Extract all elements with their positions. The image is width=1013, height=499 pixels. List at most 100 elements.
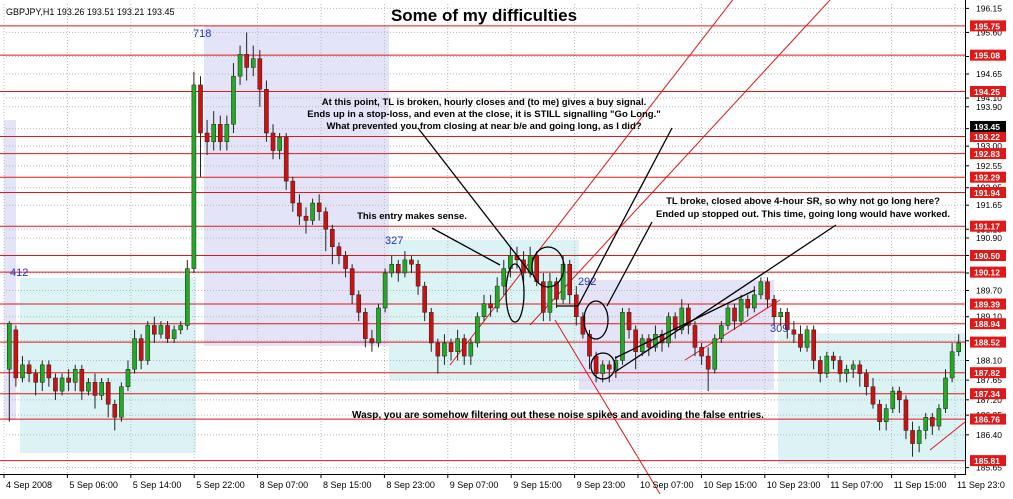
candle-bull <box>442 342 447 357</box>
candle-bear <box>270 132 276 151</box>
time-tick-label: 11 Sep 15:00 <box>894 480 947 490</box>
candle-bear <box>705 355 711 370</box>
zone-label-412: 412 <box>10 267 28 279</box>
candle-bull <box>824 355 830 374</box>
price-level-box <box>970 220 1006 232</box>
candle-bear <box>837 360 843 374</box>
candle-bull <box>475 316 480 344</box>
candle-bull <box>224 124 230 143</box>
candle-bear <box>903 399 909 431</box>
candle-bull <box>145 325 151 361</box>
price-tick-label: 193.90 <box>976 102 1002 112</box>
price-tick-label: 194.65 <box>976 69 1002 79</box>
price-level-label: 194.25 <box>974 87 1000 97</box>
candle-bear <box>811 329 816 361</box>
candle-bear <box>784 312 790 331</box>
candle-bull <box>59 377 65 392</box>
candle-bull <box>752 294 757 309</box>
candle-bull <box>844 368 849 374</box>
time-tick-label: 10 Sep 15:00 <box>703 480 757 490</box>
time-tick-label: 11 Sep 07:00 <box>830 480 883 490</box>
candle-bear <box>422 285 427 313</box>
candle-bull <box>39 364 45 383</box>
candle-bear <box>349 268 355 296</box>
trendline-red-down <box>554 319 661 495</box>
price-level-label: 185.81 <box>974 456 1000 466</box>
candle-bear <box>297 202 302 217</box>
candle-bull <box>679 307 685 331</box>
current-price-box <box>970 120 1006 132</box>
time-tick-label: 8 Sep 23:00 <box>386 480 435 490</box>
candle-bear <box>257 58 263 90</box>
pointer-line-7 <box>614 289 756 359</box>
time-tick-label: 9 Sep 15:00 <box>513 480 562 490</box>
right-note-line-2: Ended up stopped out. This time, going l… <box>656 209 950 220</box>
candle-bull <box>211 124 216 143</box>
candle-bull <box>20 364 25 379</box>
candle-bull <box>778 312 783 317</box>
candle-bull <box>738 298 744 322</box>
candle-bear <box>66 377 71 383</box>
candle-bear <box>264 89 269 134</box>
price-tick-label: 190.90 <box>976 233 1002 243</box>
candle-bull <box>376 307 381 344</box>
price-tick-label: 196.15 <box>976 3 1002 13</box>
annotation-shapes-layer <box>417 127 837 380</box>
pointer-line-5 <box>606 221 653 307</box>
zone-label-292: 292 <box>578 276 596 288</box>
circle-annotation-3 <box>583 300 609 340</box>
candle-bear <box>587 333 592 357</box>
bottom-note: Wasp, you are somehow filtering out thes… <box>352 410 764 421</box>
candle-bear <box>461 338 467 357</box>
candle-bear <box>745 298 751 309</box>
time-tick-label: 10 Sep 07:00 <box>640 480 694 490</box>
price-tick-label: 186.40 <box>976 430 1002 440</box>
candle-bull <box>494 285 500 309</box>
candle-bull <box>883 408 889 422</box>
price-level-box <box>970 171 1006 183</box>
candle-bull <box>943 377 948 409</box>
candle-bear <box>633 329 638 352</box>
candle-bear <box>626 312 632 331</box>
zone-label-309: 309 <box>770 323 788 335</box>
candle-bear <box>798 333 803 348</box>
candle-bull <box>936 408 942 427</box>
candle-bull <box>402 259 408 274</box>
time-tick-label: 11 Sep 23:0 <box>957 480 1005 490</box>
candle-bull <box>725 307 731 326</box>
candle-bull <box>804 329 810 348</box>
time-tick-label: 5 Sep 22:00 <box>196 480 245 490</box>
candle-bull <box>389 263 394 274</box>
price-level-box <box>970 336 1006 348</box>
candle-bear <box>152 325 157 335</box>
price-level-box <box>970 266 1006 278</box>
candle-bull <box>231 75 236 125</box>
candle-bear <box>138 338 144 361</box>
candle-bear <box>732 307 737 322</box>
price-tick-label: 187.20 <box>976 395 1002 405</box>
candle-bull <box>7 323 12 370</box>
candle-bear <box>303 215 309 221</box>
top-note-line-3: What prevented you from closing at near … <box>326 121 641 132</box>
candle-bull <box>916 430 922 444</box>
price-level-box <box>970 148 1006 160</box>
candle-bull <box>560 263 566 300</box>
price-level-label: 188.94 <box>974 319 1000 329</box>
price-level-box <box>970 318 1006 330</box>
candle-bull <box>956 342 961 352</box>
candle-bull <box>119 386 124 418</box>
candle-bull <box>86 382 91 392</box>
price-tick-label: 193.00 <box>976 141 1002 151</box>
candle-bear <box>857 364 863 374</box>
chart-title: Some of my difficulties <box>391 6 577 25</box>
current-price-label: 193.45 <box>974 122 1000 132</box>
time-tick-label: 5 Sep 14:00 <box>133 480 182 490</box>
circle-annotation-2 <box>531 246 565 288</box>
price-level-box <box>970 413 1006 425</box>
candle-bull <box>185 268 190 326</box>
price-level-box <box>970 367 1006 379</box>
candle-bull <box>653 333 658 348</box>
zone-lavender-2 <box>579 280 774 390</box>
candle-bull <box>468 342 474 357</box>
price-level-label: 186.76 <box>974 415 1000 425</box>
